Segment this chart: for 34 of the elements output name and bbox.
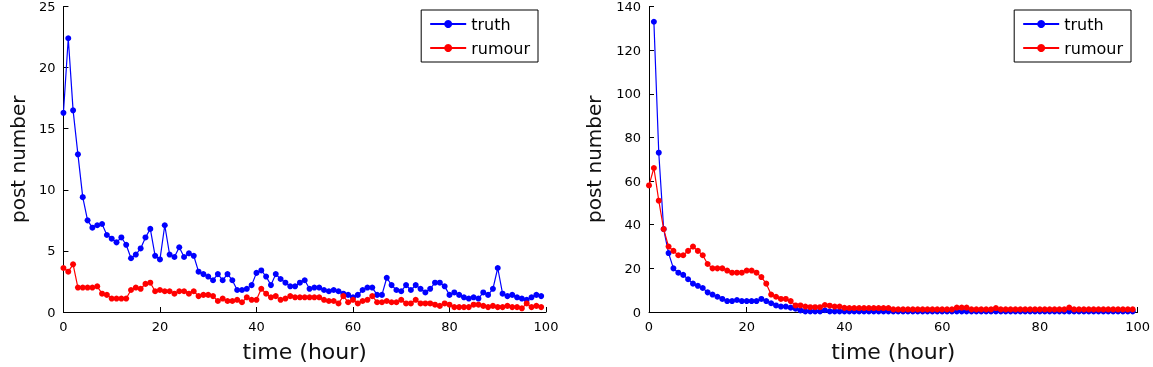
x-tick-label: 40 — [836, 319, 853, 334]
x-axis-title: time (hour) — [242, 338, 367, 364]
y-tick-label: 60 — [624, 173, 641, 189]
y-tick-label: 10 — [38, 182, 56, 198]
x-tick-label: 0 — [644, 319, 654, 334]
y-tick-label: 100 — [616, 86, 641, 102]
x-tick-label: 60 — [933, 319, 951, 334]
x-tick-label: 20 — [738, 319, 755, 334]
y-tick-label: 80 — [624, 129, 641, 145]
y-tick-label: 140 — [616, 0, 641, 14]
y-axis-title: post number — [6, 94, 30, 224]
y-tick-label: 5 — [47, 243, 56, 259]
y-tick-label: 0 — [47, 304, 56, 320]
y-tick-label: 15 — [38, 121, 56, 137]
x-tick-label: 100 — [533, 319, 559, 334]
x-tick-label: 40 — [248, 319, 265, 334]
y-tick-label: 25 — [38, 0, 56, 14]
x-tick-label: 80 — [1031, 319, 1049, 334]
x-tick-label: 60 — [344, 319, 362, 334]
x-tick-label: 100 — [1125, 319, 1151, 334]
x-axis-title: time (hour) — [831, 338, 956, 364]
x-tick-label: 0 — [59, 319, 68, 334]
legend-label: rumour — [471, 38, 531, 58]
y-tick-label: 20 — [38, 60, 56, 76]
legend-label: truth — [471, 14, 511, 34]
x-tick-label: 80 — [441, 319, 458, 334]
y-tick-label: 20 — [624, 260, 641, 276]
y-tick-label: 40 — [624, 217, 641, 233]
y-tick-label: 120 — [616, 42, 641, 58]
y-tick-label: 0 — [632, 304, 641, 320]
legend-label: truth — [1064, 14, 1104, 34]
y-axis-title: post number — [582, 94, 606, 224]
legend-label: rumour — [1064, 38, 1124, 58]
x-tick-label: 20 — [151, 319, 169, 334]
